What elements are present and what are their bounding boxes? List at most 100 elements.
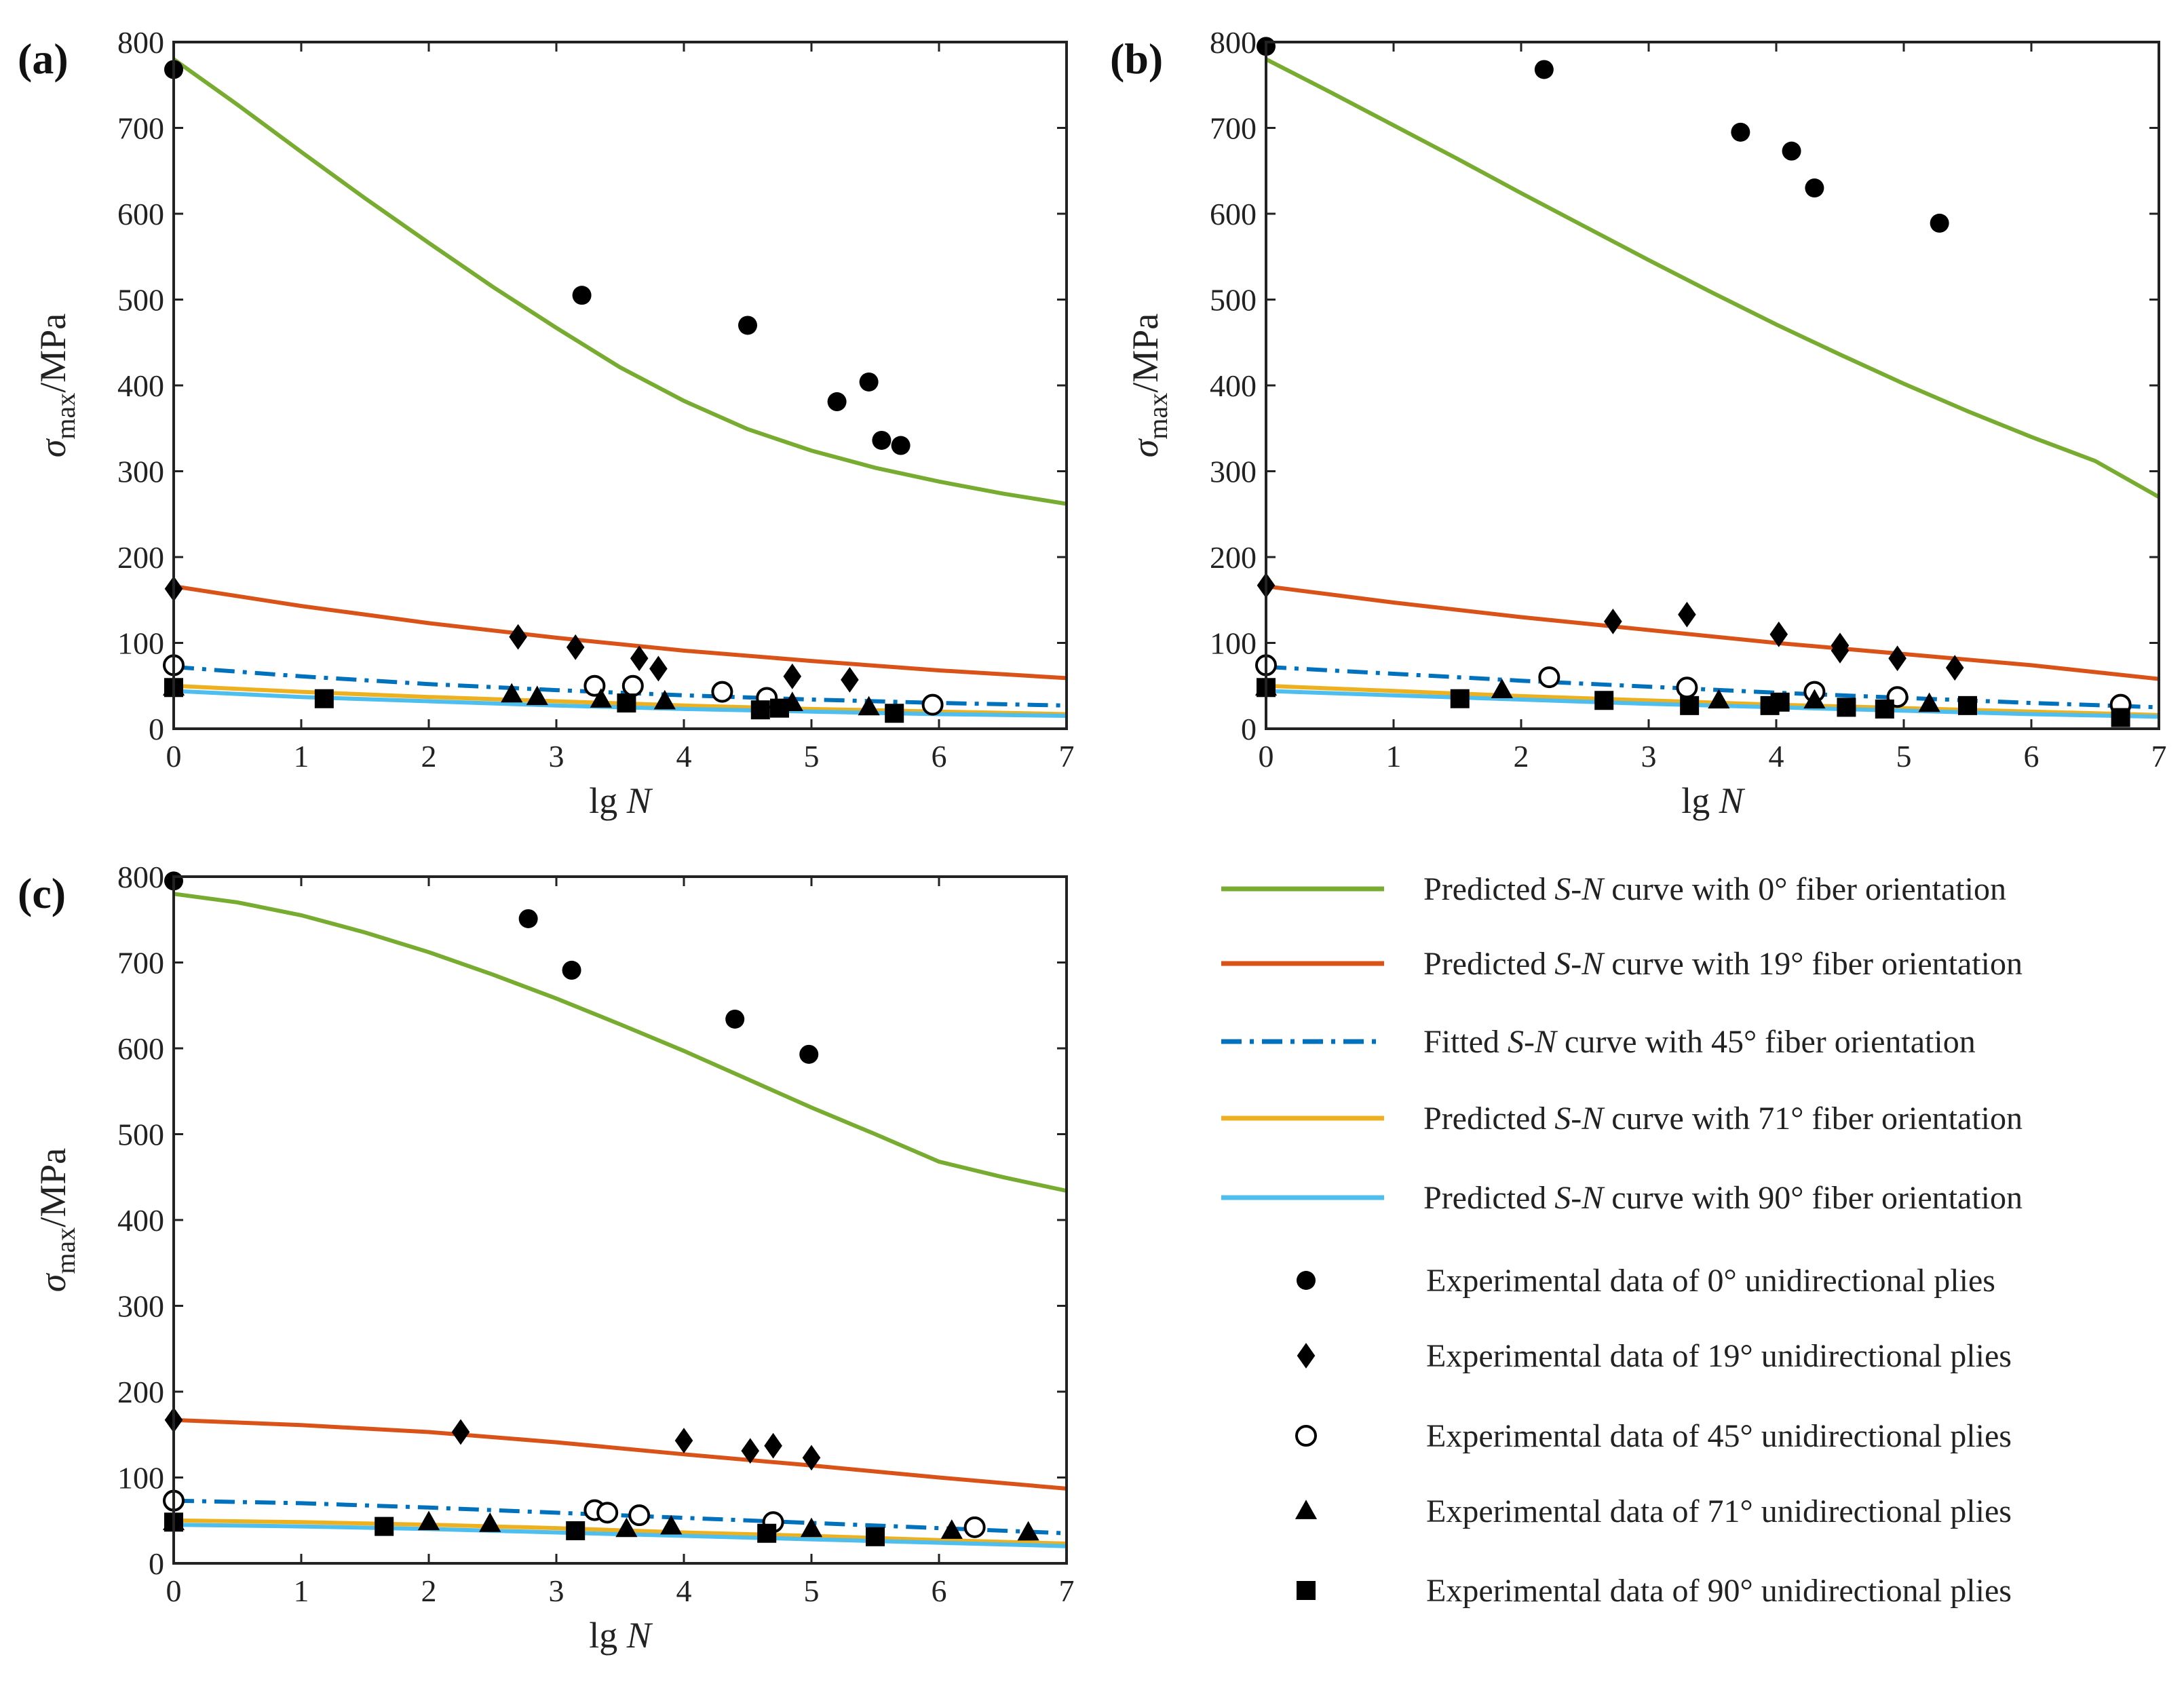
y-tick-label: 0 xyxy=(1241,712,1257,746)
x-tick-label: 2 xyxy=(421,1574,437,1608)
x-tick-label: 0 xyxy=(1259,739,1274,774)
x-tick-label: 7 xyxy=(2151,739,2167,774)
legend-swatch-e45 xyxy=(1295,1425,1317,1447)
curve-p0 xyxy=(172,57,1067,506)
panel-label: (c) xyxy=(18,869,66,917)
curve-p45 xyxy=(1265,664,2160,710)
x-axis-label: lg N xyxy=(589,1615,653,1656)
panel-1: 0 1 2 3 4 5 6 7 0 100 200 300 400 500 600 700 800 lg N σma… xyxy=(1110,25,2167,821)
point-e90 xyxy=(566,1521,586,1540)
point-e0 xyxy=(725,1009,745,1029)
y-tick-label: 400 xyxy=(1210,368,1257,403)
y-tick-label: 0 xyxy=(149,712,164,746)
point-e90 xyxy=(866,1527,885,1546)
point-e90 xyxy=(770,698,789,718)
legend-swatch-e19 xyxy=(1297,1343,1316,1369)
y-tick-label: 700 xyxy=(117,946,164,980)
y-tick-label: 600 xyxy=(117,197,164,231)
y-tick-label: 300 xyxy=(117,455,164,489)
axes-box xyxy=(1265,41,2160,730)
point-e45 xyxy=(628,1504,651,1527)
legend-swatch-e71 xyxy=(1295,1500,1318,1519)
point-e0 xyxy=(827,392,847,412)
y-axis-label: σmax/MPa xyxy=(33,1148,81,1293)
point-e71 xyxy=(800,1517,823,1538)
y-tick-label: 600 xyxy=(1210,197,1257,231)
y-tick-label: 400 xyxy=(117,368,164,403)
y-tick-label: 800 xyxy=(117,25,164,60)
legend-label-e90: Experimental data of 90° unidirectional … xyxy=(1426,1573,2012,1609)
point-e90 xyxy=(1770,692,1790,712)
point-e71 xyxy=(417,1510,440,1531)
legend-label-e71: Experimental data of 71° unidirectional … xyxy=(1426,1493,2012,1529)
legend-label-p71: Predicted S-N curve with 71° fiber orien… xyxy=(1423,1101,2023,1137)
axes-box xyxy=(172,875,1068,1565)
point-e0 xyxy=(891,436,911,455)
point-e0 xyxy=(1805,178,1824,198)
point-e45 xyxy=(596,1502,619,1524)
y-tick-label: 300 xyxy=(117,1289,164,1324)
point-e0 xyxy=(1930,213,1949,233)
point-e19 xyxy=(783,663,802,689)
y-tick-label: 200 xyxy=(1210,540,1257,575)
point-e45 xyxy=(921,693,944,716)
x-tick-label: 1 xyxy=(294,1574,309,1608)
point-e71 xyxy=(653,689,676,710)
x-tick-label: 4 xyxy=(676,1574,692,1608)
y-tick-label: 300 xyxy=(1210,455,1257,489)
point-e90 xyxy=(750,700,770,720)
point-e0 xyxy=(562,960,581,980)
point-e0 xyxy=(1731,122,1750,142)
point-e0 xyxy=(738,316,757,335)
panel-label: (a) xyxy=(18,35,69,83)
y-tick-label: 200 xyxy=(117,1375,164,1409)
x-tick-label: 4 xyxy=(676,739,692,774)
point-e45 xyxy=(711,681,733,703)
point-e90 xyxy=(1450,689,1470,708)
y-tick-label: 100 xyxy=(117,626,164,661)
point-e0 xyxy=(799,1044,819,1064)
point-e45 xyxy=(621,674,644,697)
y-tick-label: 700 xyxy=(1210,111,1257,146)
legend-label-p0: Predicted S-N curve with 0° fiber orient… xyxy=(1423,871,2006,907)
y-tick-label: 500 xyxy=(117,1118,164,1152)
x-tick-label: 7 xyxy=(1059,739,1075,774)
curve-p0 xyxy=(1265,57,2160,499)
point-e19 xyxy=(1604,608,1622,634)
point-e90 xyxy=(617,693,636,713)
x-axis-label: lg N xyxy=(589,780,653,821)
x-tick-label: 3 xyxy=(549,739,564,774)
x-tick-label: 3 xyxy=(549,1574,564,1608)
curve-p19 xyxy=(173,584,1067,681)
y-tick-label: 100 xyxy=(1210,626,1257,661)
panel-2: 0 1 2 3 4 5 6 7 0 100 200 300 400 500 600 700 800 lg N σma… xyxy=(18,860,1075,1656)
legend-swatch-e90 xyxy=(1297,1581,1316,1600)
point-e19 xyxy=(1678,601,1696,628)
y-tick-label: 500 xyxy=(117,283,164,318)
point-e19 xyxy=(764,1432,782,1459)
x-tick-label: 0 xyxy=(166,1574,182,1608)
point-e19 xyxy=(841,666,859,693)
point-e71 xyxy=(940,1519,963,1539)
point-e19 xyxy=(630,645,649,672)
x-tick-label: 7 xyxy=(1059,1574,1075,1608)
point-e19 xyxy=(451,1419,470,1445)
point-e90 xyxy=(1958,695,1977,715)
point-e19 xyxy=(509,624,527,650)
x-tick-label: 2 xyxy=(421,739,437,774)
point-e90 xyxy=(1875,699,1894,719)
y-tick-label: 700 xyxy=(117,111,164,146)
point-e0 xyxy=(1782,141,1801,161)
point-e71 xyxy=(1803,689,1826,709)
point-e71 xyxy=(1491,679,1513,698)
point-e45 xyxy=(963,1516,986,1538)
x-tick-label: 1 xyxy=(294,739,309,774)
y-tick-label: 0 xyxy=(149,1546,164,1581)
legend-label-e19: Experimental data of 19° unidirectional … xyxy=(1426,1338,2012,1374)
panel-label: (b) xyxy=(1110,35,1163,83)
point-e0 xyxy=(859,372,879,392)
point-e0 xyxy=(572,286,592,305)
point-e19 xyxy=(566,634,585,660)
legend-label-p90: Predicted S-N curve with 90° fiber orien… xyxy=(1423,1180,2023,1216)
